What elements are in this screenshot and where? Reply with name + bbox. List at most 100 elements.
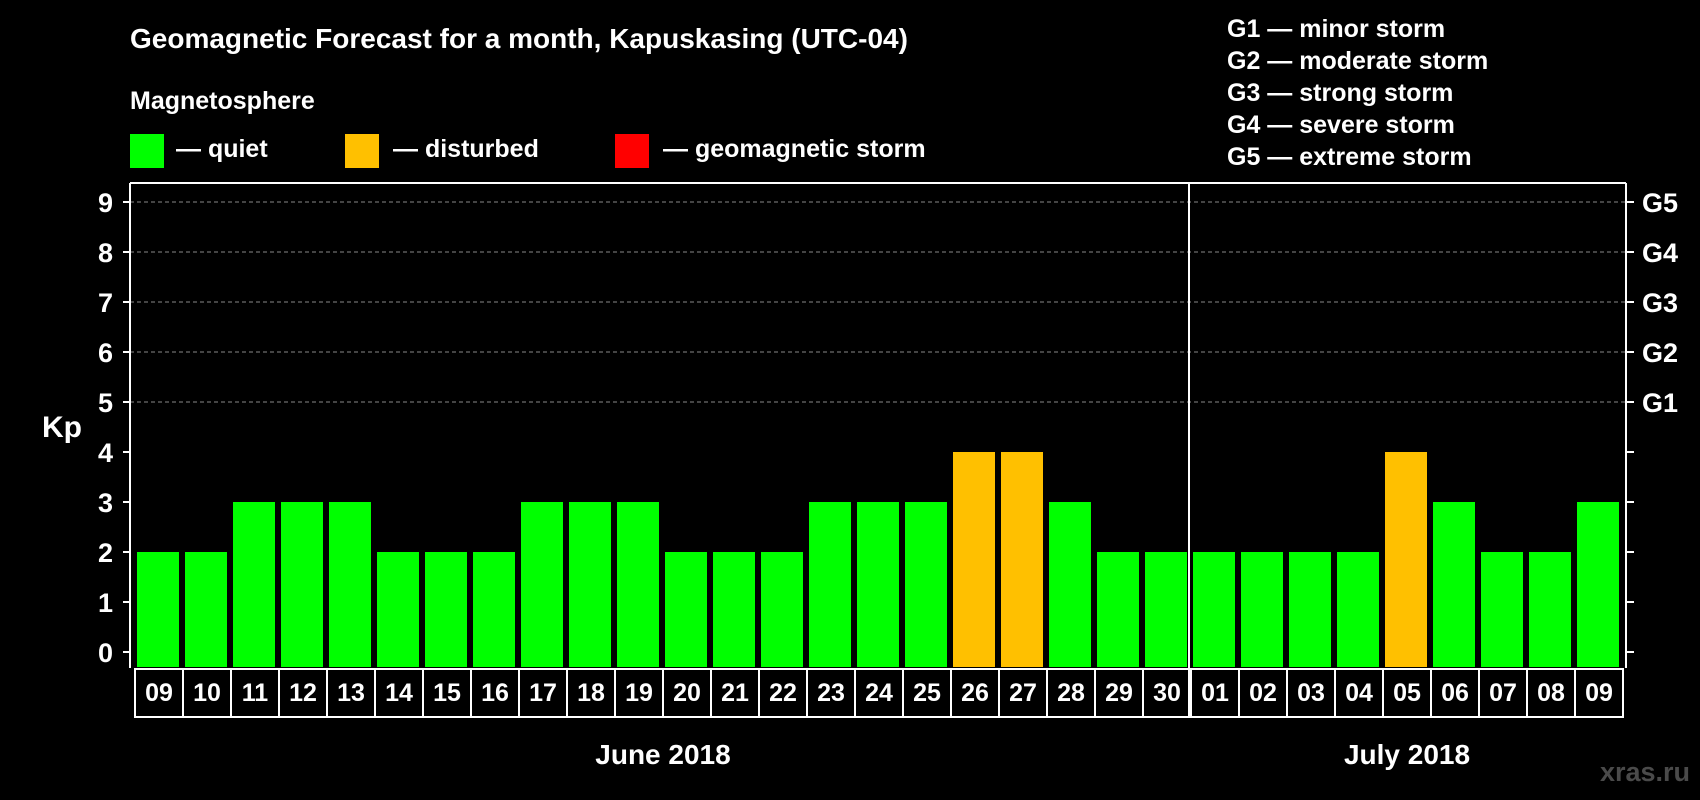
bar	[1001, 452, 1043, 667]
bar	[137, 552, 179, 667]
storm-scale-g1: G1 — minor storm	[1227, 15, 1445, 43]
x-tick-label: 01	[1201, 679, 1229, 707]
x-tick-label: 22	[769, 679, 797, 707]
x-tick-label: 25	[913, 679, 941, 707]
x-tick-label: 07	[1489, 679, 1517, 707]
bar	[473, 552, 515, 667]
legend-label-quiet: — quiet	[176, 135, 268, 163]
bars	[137, 452, 1619, 667]
right-axis: G1 G2 G3 G4 G5	[1626, 188, 1678, 653]
y-tick-label: 7	[98, 288, 113, 318]
bar	[1481, 552, 1523, 667]
bar	[1385, 452, 1427, 667]
x-tick-label: 09	[145, 679, 173, 707]
x-tick-label: 09	[1585, 679, 1613, 707]
storm-scale: G1 — minor storm G2 — moderate storm G3 …	[1227, 15, 1488, 171]
x-tick-label: 02	[1249, 679, 1277, 707]
x-tick-label: 11	[242, 679, 269, 707]
bar	[713, 552, 755, 667]
bar	[1241, 552, 1283, 667]
x-tick-label: 21	[721, 679, 749, 707]
x-tick-label: 14	[385, 679, 413, 707]
chart-title: Geomagnetic Forecast for a month, Kapusk…	[130, 23, 908, 54]
bar	[1577, 502, 1619, 667]
x-axis: 09 10 11 12 13 14 15 16 17 18 19 20 21 22 23 24 25 26 27 28…	[134, 668, 1624, 718]
bar	[665, 552, 707, 667]
bar	[1529, 552, 1571, 667]
legend-heading: Magnetosphere	[130, 87, 315, 115]
month-label: June 2018	[595, 739, 730, 770]
bar	[1145, 552, 1187, 667]
x-tick-label: 12	[289, 679, 317, 707]
bar	[425, 552, 467, 667]
legend-label-storm: — geomagnetic storm	[663, 135, 926, 163]
bar	[617, 502, 659, 667]
x-tick-label: 13	[337, 679, 365, 707]
y-tick-label: 6	[98, 338, 113, 368]
bar	[377, 552, 419, 667]
grid-lines	[130, 201, 1626, 403]
x-tick-label: 27	[1009, 679, 1037, 707]
storm-scale-g3: G3 — strong storm	[1227, 79, 1453, 107]
x-tick-label: 24	[865, 679, 893, 707]
x-tick-label: 18	[577, 679, 605, 707]
x-tick-label: 03	[1297, 679, 1325, 707]
bar	[1337, 552, 1379, 667]
x-tick-label: 20	[673, 679, 701, 707]
x-tick-label: 06	[1441, 679, 1469, 707]
x-tick-label: 16	[481, 679, 509, 707]
legend-swatch-disturbed	[345, 134, 379, 168]
bar	[905, 502, 947, 667]
bar	[233, 502, 275, 667]
bar	[1097, 552, 1139, 667]
y-tick-label: 4	[98, 438, 113, 468]
right-axis-label: G3	[1642, 288, 1678, 318]
watermark: xras.ru	[1600, 757, 1690, 787]
right-axis-label: G5	[1642, 188, 1678, 218]
legend-swatch-storm	[615, 134, 649, 168]
x-tick-label: 17	[529, 679, 557, 707]
x-tick-label: 23	[817, 679, 845, 707]
bar	[281, 502, 323, 667]
x-tick-label: 26	[961, 679, 989, 707]
legend-label-disturbed: — disturbed	[393, 135, 539, 163]
right-axis-label: G1	[1642, 388, 1678, 418]
x-tick-label: 08	[1537, 679, 1565, 707]
legend-swatch-quiet	[130, 134, 164, 168]
bar	[1049, 502, 1091, 667]
right-axis-label: G2	[1642, 338, 1678, 368]
bar	[329, 502, 371, 667]
y-tick-label: 5	[98, 388, 113, 418]
x-tick-label: 28	[1057, 679, 1085, 707]
bar	[857, 502, 899, 667]
y-tick-label: 2	[98, 538, 113, 568]
bar	[569, 502, 611, 667]
x-tick-label: 05	[1393, 679, 1421, 707]
month-label: July 2018	[1344, 739, 1470, 770]
bar	[521, 502, 563, 667]
right-axis-label: G4	[1642, 238, 1678, 268]
bar	[953, 452, 995, 667]
bar	[761, 552, 803, 667]
month-labels: June 2018 July 2018	[595, 739, 1470, 770]
storm-scale-g4: G4 — severe storm	[1227, 111, 1455, 139]
x-axis-box	[134, 668, 1624, 718]
storm-scale-g2: G2 — moderate storm	[1227, 47, 1488, 75]
bar	[1433, 502, 1475, 667]
bar	[185, 552, 227, 667]
bar	[1193, 552, 1235, 667]
x-tick-label: 15	[433, 679, 461, 707]
x-tick-label: 30	[1153, 679, 1181, 707]
y-tick-label: 3	[98, 488, 113, 518]
x-tick-label: 10	[193, 679, 221, 707]
bar	[809, 502, 851, 667]
y-axis: 0 1 2 3 4 5 6 7 8 9	[98, 188, 130, 668]
y-axis-label: Kp	[42, 411, 82, 444]
storm-scale-g5: G5 — extreme storm	[1227, 143, 1472, 171]
y-tick-label: 9	[98, 188, 113, 218]
y-tick-label: 8	[98, 238, 113, 268]
bar	[1289, 552, 1331, 667]
x-tick-label: 04	[1345, 679, 1373, 707]
legend: — quiet — disturbed — geomagnetic storm	[130, 134, 926, 168]
